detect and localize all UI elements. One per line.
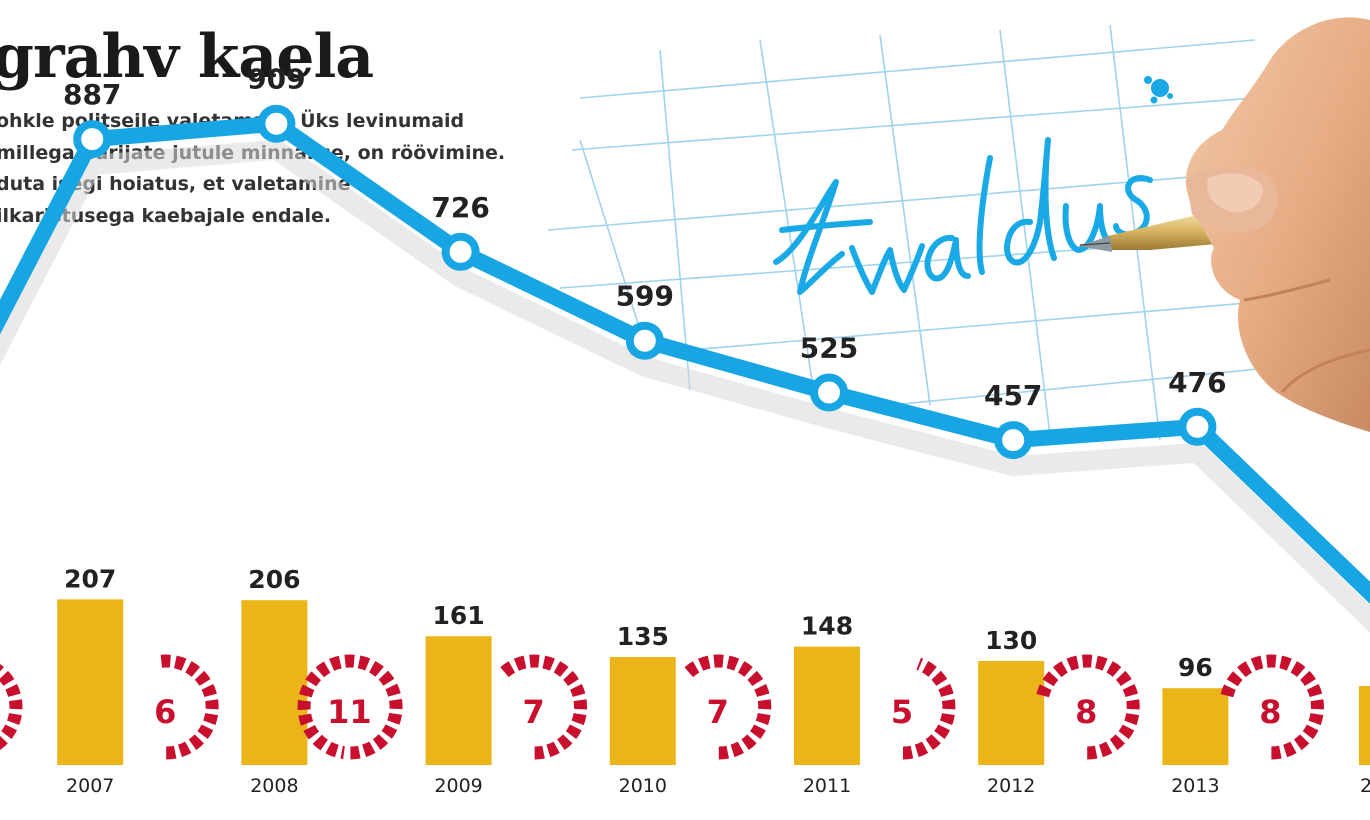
gauge-arc — [155, 654, 219, 760]
bar — [794, 646, 860, 765]
bar — [1162, 688, 1229, 765]
year-label: 2010 — [619, 775, 667, 797]
handwritten-avaldus — [773, 137, 1153, 295]
line-point — [73, 120, 112, 159]
bar-data-label: 206 — [248, 565, 300, 594]
bar-data-label: 207 — [64, 564, 116, 593]
line-point — [810, 373, 848, 412]
line-data-label: 525 — [800, 332, 858, 365]
gauge-arc — [1220, 654, 1324, 760]
bar — [609, 657, 676, 765]
year-label: 2009 — [434, 775, 482, 797]
year-label: 2012 — [987, 775, 1035, 797]
line-data-label: 887 — [63, 78, 121, 111]
line-data-label: 726 — [431, 191, 489, 224]
page-title: grahv kaela — [0, 22, 374, 92]
line-point — [441, 232, 480, 271]
bar — [241, 600, 308, 765]
bar-data-label: 135 — [617, 622, 669, 651]
bar-partial — [1359, 686, 1370, 765]
line-point — [257, 104, 296, 143]
line-data-label: 457 — [984, 379, 1042, 412]
year-label: 2007 — [66, 775, 114, 797]
line-point — [625, 321, 664, 360]
gauge-arc — [498, 654, 588, 760]
gauge-value: 6 — [154, 693, 176, 731]
line-shadow — [0, 139, 1370, 633]
year-label: 2 — [1360, 775, 1370, 797]
bar — [425, 636, 492, 765]
line-data-label: 599 — [616, 280, 674, 313]
bar-data-label: 148 — [801, 612, 853, 641]
gauge-value: 8 — [1259, 693, 1281, 731]
ink-splash — [1144, 76, 1173, 104]
hand-with-pen — [1078, 17, 1370, 432]
gauge-value: 11 — [327, 693, 372, 731]
line-point — [1178, 407, 1217, 446]
gauge-arc — [1036, 654, 1140, 760]
year-label: 2008 — [250, 775, 298, 797]
bar — [57, 599, 124, 765]
bar-data-label: 161 — [433, 601, 485, 630]
line-data-label: 476 — [1168, 366, 1226, 399]
intro-line: ilkaristusega kaebajale endale. — [0, 204, 332, 227]
bar-data-label: 96 — [1178, 653, 1213, 682]
gauge-arc — [297, 654, 403, 760]
bar-data-label: 130 — [985, 626, 1037, 655]
line-point — [994, 421, 1033, 460]
year-label: 2013 — [1171, 775, 1219, 797]
gauge-value: 8 — [1075, 693, 1097, 731]
year-label: 2011 — [803, 775, 851, 797]
gauge-arc — [902, 657, 956, 760]
gauge-value: 7 — [707, 693, 729, 731]
bar — [978, 661, 1045, 765]
gauge-value: 7 — [522, 693, 544, 731]
line-data-label: 909 — [247, 63, 305, 96]
gauge-arc-partial — [0, 664, 23, 751]
gauge-arc — [682, 654, 772, 760]
gauge-value: 5 — [891, 693, 913, 731]
